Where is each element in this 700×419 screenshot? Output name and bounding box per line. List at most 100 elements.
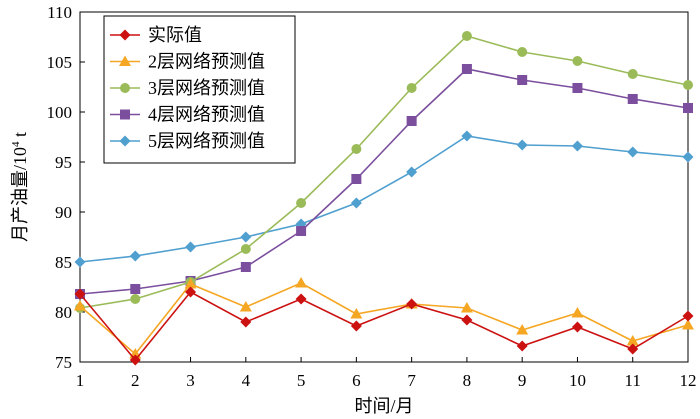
y-tick-label: 95 bbox=[55, 153, 72, 172]
data-point bbox=[627, 343, 639, 355]
data-point bbox=[350, 320, 362, 332]
data-point bbox=[683, 80, 693, 90]
data-point bbox=[461, 64, 472, 74]
x-tick-label: 6 bbox=[352, 371, 361, 390]
data-point bbox=[682, 151, 694, 163]
y-tick-label: 100 bbox=[47, 103, 73, 122]
data-point bbox=[571, 321, 583, 333]
data-point bbox=[240, 262, 251, 272]
legend-label: 3层网络预测值 bbox=[148, 78, 265, 98]
legend-label: 5层网络预测值 bbox=[148, 131, 265, 151]
x-tick-label: 9 bbox=[518, 371, 527, 390]
data-point bbox=[296, 226, 307, 236]
legend-label: 实际值 bbox=[148, 25, 202, 45]
legend-marker bbox=[120, 83, 130, 93]
series-line bbox=[79, 35, 689, 309]
x-axis-title: 时间/月 bbox=[354, 396, 413, 416]
y-axis-title: 月产油量/104 t bbox=[10, 132, 30, 242]
data-point bbox=[627, 69, 638, 79]
data-point bbox=[682, 310, 694, 322]
series-5 bbox=[74, 130, 694, 268]
data-point bbox=[74, 300, 86, 311]
legend-marker bbox=[119, 55, 131, 66]
data-point bbox=[296, 198, 307, 208]
data-point bbox=[461, 130, 473, 142]
data-point bbox=[461, 314, 473, 326]
y-axis-title-unit: t bbox=[10, 132, 30, 142]
data-point bbox=[571, 307, 584, 318]
data-point bbox=[295, 277, 308, 288]
data-point bbox=[516, 139, 528, 151]
legend-marker bbox=[119, 135, 131, 147]
x-tick-label: 4 bbox=[242, 371, 251, 390]
data-point bbox=[184, 278, 197, 289]
x-tick-label: 7 bbox=[407, 371, 416, 390]
data-point bbox=[461, 31, 472, 41]
data-point bbox=[406, 83, 417, 93]
y-tick-label: 110 bbox=[47, 3, 72, 22]
legend-item: 2层网络预测值 bbox=[110, 52, 265, 72]
legend-item: 3层网络预测值 bbox=[110, 78, 265, 98]
data-point bbox=[460, 302, 473, 313]
data-point bbox=[516, 324, 529, 335]
series-layer bbox=[74, 31, 694, 366]
legend-item: 5层网络预测值 bbox=[110, 131, 265, 151]
data-point bbox=[74, 288, 86, 300]
data-point bbox=[130, 284, 141, 294]
data-point bbox=[627, 94, 638, 104]
series-line bbox=[79, 290, 689, 362]
data-point bbox=[239, 301, 252, 312]
y-tick-label: 85 bbox=[55, 253, 72, 272]
x-tick-label: 2 bbox=[131, 371, 140, 390]
data-point bbox=[572, 56, 583, 66]
data-point bbox=[240, 231, 252, 243]
data-point bbox=[406, 116, 417, 126]
legend-item: 4层网络预测值 bbox=[110, 105, 265, 125]
legend-label: 2层网络预测值 bbox=[148, 52, 265, 72]
data-point bbox=[129, 354, 141, 366]
y-axis-title-main: 月产油量/10 bbox=[10, 147, 30, 242]
data-point bbox=[240, 316, 252, 328]
data-point bbox=[185, 286, 197, 298]
x-tick-label: 10 bbox=[569, 371, 586, 390]
data-point bbox=[517, 47, 528, 57]
data-point bbox=[626, 335, 639, 346]
legend-marker bbox=[120, 109, 130, 120]
x-tick-label: 8 bbox=[463, 371, 472, 390]
legend-item: 实际值 bbox=[110, 25, 202, 45]
data-point bbox=[185, 241, 197, 253]
data-point bbox=[683, 103, 693, 113]
data-point bbox=[350, 197, 362, 209]
x-tick-label: 1 bbox=[76, 371, 85, 390]
x-tick-label: 11 bbox=[625, 371, 641, 390]
series-2 bbox=[74, 277, 694, 359]
x-tick-label: 12 bbox=[680, 371, 697, 390]
legend: 实际值 2层网络预测值 3层网络预测值 4层网络预测值 5层网络预测值 bbox=[103, 15, 296, 164]
series-line bbox=[79, 68, 689, 295]
data-point bbox=[682, 319, 694, 330]
legend-box bbox=[103, 15, 296, 164]
axis-titles: 时间/月 月产油量/104 t bbox=[10, 132, 414, 416]
data-point bbox=[74, 256, 86, 268]
data-point bbox=[627, 146, 639, 158]
y-tick-label: 105 bbox=[47, 53, 73, 72]
data-point bbox=[240, 244, 251, 254]
legend-marker bbox=[119, 29, 131, 41]
series-line bbox=[79, 135, 689, 263]
data-point bbox=[130, 294, 141, 304]
series-1 bbox=[74, 286, 694, 366]
data-point bbox=[351, 144, 362, 154]
data-point bbox=[406, 166, 418, 178]
data-point bbox=[572, 83, 583, 93]
x-tick-label: 3 bbox=[186, 371, 195, 390]
data-point bbox=[351, 174, 362, 184]
x-tick-label: 5 bbox=[297, 371, 306, 390]
legend-label: 4层网络预测值 bbox=[148, 105, 265, 125]
data-point bbox=[295, 293, 307, 305]
data-point bbox=[517, 75, 528, 85]
y-tick-label: 90 bbox=[55, 203, 72, 222]
y-tick-label: 80 bbox=[55, 303, 72, 322]
data-point bbox=[571, 140, 583, 152]
